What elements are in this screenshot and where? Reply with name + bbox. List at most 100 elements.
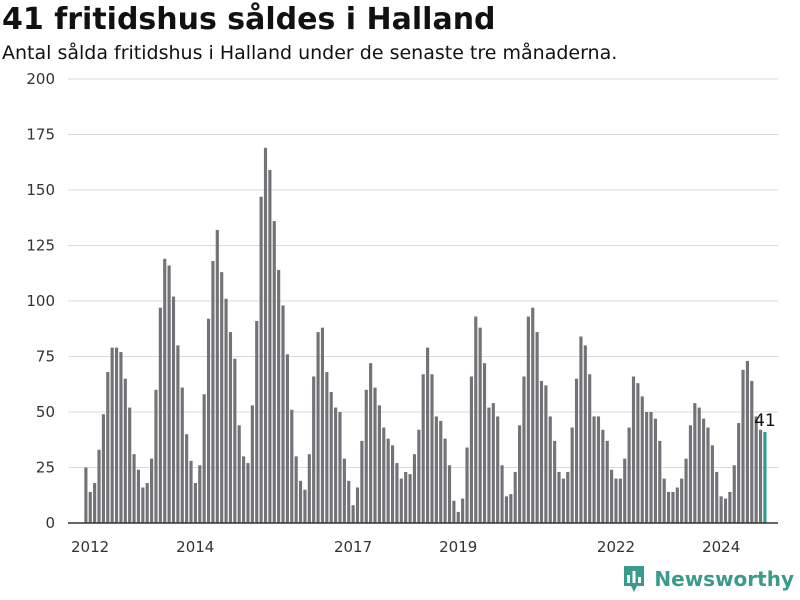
bar — [745, 360, 749, 523]
bar — [408, 474, 412, 523]
bar — [141, 487, 145, 523]
y-tick-label: 75 — [36, 348, 55, 366]
x-tick-label: 2019 — [439, 538, 477, 556]
bar — [447, 465, 452, 523]
bar — [434, 416, 438, 523]
bar — [417, 429, 421, 523]
bar — [215, 229, 219, 523]
bar — [671, 491, 675, 523]
brand-name: Newsworthy — [654, 567, 794, 591]
bar — [347, 480, 351, 523]
bar — [456, 511, 460, 523]
bar — [106, 372, 110, 523]
bar — [128, 407, 132, 523]
bar — [461, 498, 465, 523]
bar — [728, 491, 732, 523]
bar — [263, 147, 268, 523]
bar — [237, 425, 241, 523]
bar — [693, 403, 697, 523]
bar — [702, 418, 706, 523]
bar — [412, 454, 417, 523]
bar — [228, 332, 233, 523]
bar — [732, 465, 736, 523]
bar — [390, 445, 395, 523]
y-tick-label: 150 — [26, 181, 55, 199]
bar — [522, 376, 526, 523]
bar — [627, 427, 631, 523]
bar — [246, 463, 250, 523]
bars — [84, 147, 767, 523]
bar — [180, 387, 184, 523]
y-tick-label: 175 — [26, 126, 55, 144]
bar — [316, 332, 320, 523]
bar — [84, 467, 88, 523]
bar — [97, 449, 101, 523]
bar — [443, 438, 447, 523]
bar — [329, 392, 333, 523]
bar — [513, 471, 517, 523]
bar — [220, 272, 224, 523]
bar — [526, 316, 530, 523]
bar — [150, 458, 154, 523]
bar — [614, 478, 618, 523]
bar — [715, 471, 719, 523]
bar — [487, 407, 491, 523]
bar — [88, 491, 92, 523]
bar — [636, 383, 640, 523]
y-tick-label: 200 — [26, 70, 55, 88]
bar — [171, 296, 176, 523]
bar — [500, 465, 504, 523]
bar — [242, 456, 246, 523]
bar — [539, 380, 544, 523]
bar — [504, 496, 509, 523]
bar — [290, 409, 294, 523]
bar-chart-logo-icon — [624, 566, 645, 592]
bar — [509, 494, 513, 523]
bar — [618, 478, 622, 523]
bar — [758, 429, 763, 523]
y-tick-labels: 0 25 50 75 100 125 150 175 200 — [26, 70, 55, 532]
bar — [426, 347, 430, 523]
bar — [198, 465, 202, 523]
bar — [570, 427, 574, 523]
bar — [706, 427, 710, 523]
bar — [250, 405, 254, 523]
bar — [136, 469, 141, 523]
x-tick-labels: 2012 2014 2017 2019 2022 2024 — [71, 538, 740, 556]
bar — [360, 440, 364, 523]
bar — [145, 483, 149, 523]
bar — [465, 447, 469, 523]
bar — [430, 374, 434, 523]
bar — [421, 374, 425, 523]
bar — [666, 491, 671, 523]
bar — [163, 258, 167, 523]
bar — [259, 196, 263, 523]
bar — [202, 394, 206, 523]
bar — [723, 498, 728, 523]
bar — [592, 416, 596, 523]
bar — [553, 440, 557, 523]
y-tick-label: 125 — [26, 237, 55, 255]
bar — [206, 318, 211, 523]
bar — [710, 445, 714, 523]
y-tick-label: 0 — [45, 514, 55, 532]
bar — [754, 416, 758, 523]
bar — [688, 425, 693, 523]
bar — [93, 483, 97, 523]
bar — [640, 396, 644, 523]
bar — [719, 496, 723, 523]
bar — [176, 345, 180, 523]
bar — [531, 307, 535, 523]
bar — [334, 407, 338, 523]
bar — [662, 478, 666, 523]
bar — [338, 412, 342, 523]
x-tick-label: 2012 — [71, 538, 109, 556]
bar — [548, 416, 552, 523]
bar — [684, 458, 688, 523]
bar — [439, 420, 443, 523]
bar — [369, 363, 373, 523]
bar — [189, 460, 193, 523]
bar — [579, 336, 583, 523]
bar — [167, 265, 171, 523]
x-tick-label: 2017 — [334, 538, 372, 556]
